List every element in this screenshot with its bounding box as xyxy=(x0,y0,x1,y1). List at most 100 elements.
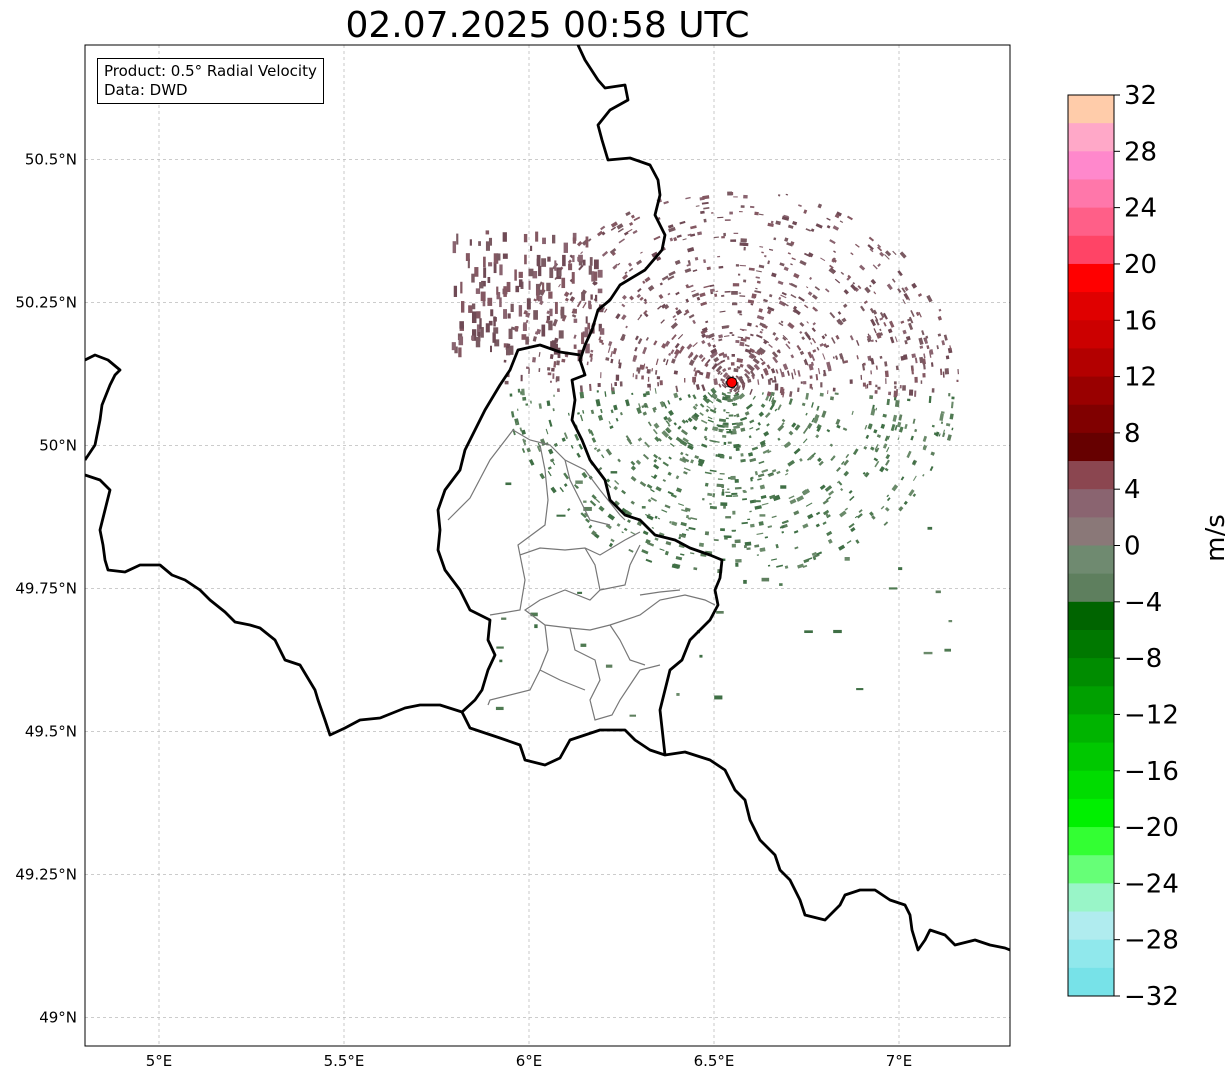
echo-pixel xyxy=(897,437,900,441)
echo-pixel xyxy=(882,443,888,449)
echo-pixel xyxy=(722,372,729,379)
echo-pixel xyxy=(866,337,872,343)
echo-pixel xyxy=(496,291,501,300)
echo-pixel xyxy=(763,339,768,345)
echo-pixel xyxy=(832,356,835,359)
echo-pixel xyxy=(653,453,659,459)
echo-pixel xyxy=(922,473,925,477)
echo-pixel xyxy=(787,224,794,229)
echo-pixel xyxy=(836,318,843,325)
echo-pixel xyxy=(900,355,905,361)
echo-pixel xyxy=(835,355,839,360)
echo-pixel xyxy=(572,255,575,263)
echo-pixel xyxy=(837,311,842,315)
echo-pixel xyxy=(663,303,670,310)
echo-pixel xyxy=(794,424,801,431)
echo-pixel xyxy=(751,374,755,380)
echo-pixel xyxy=(680,521,687,527)
echo-pixel xyxy=(902,299,906,305)
echo-pixel xyxy=(918,337,924,345)
echo-pixel xyxy=(880,423,886,429)
echo-pixel xyxy=(475,288,481,294)
echo-pixel xyxy=(568,263,573,271)
echo-pixel xyxy=(637,437,643,442)
echo-pixel xyxy=(618,238,625,244)
echo-pixel xyxy=(582,331,588,338)
echo-pixel xyxy=(743,246,746,251)
echo-pixel xyxy=(653,422,660,429)
echo-pixel xyxy=(563,483,568,488)
echo-pixel xyxy=(761,328,764,331)
echo-pixel xyxy=(687,417,693,423)
echo-pixel xyxy=(858,509,863,514)
echo-pixel xyxy=(899,251,907,259)
echo-pixel xyxy=(496,646,504,649)
echo-pixel xyxy=(849,379,853,384)
echo-pixel xyxy=(862,382,866,387)
echo-pixel xyxy=(711,212,714,214)
echo-pixel xyxy=(822,499,829,505)
echo-pixel xyxy=(948,620,953,623)
echo-pixel xyxy=(869,511,874,517)
echo-pixel xyxy=(621,314,627,321)
echo-pixel xyxy=(939,413,944,421)
echo-pixel xyxy=(941,340,946,346)
echo-pixel xyxy=(831,337,836,344)
echo-pixel xyxy=(758,264,765,269)
echo-pixel xyxy=(748,352,755,357)
echo-pixel xyxy=(631,392,634,395)
echo-pixel xyxy=(683,470,688,475)
echo-pixel xyxy=(538,368,541,373)
echo-pixel xyxy=(819,484,826,491)
echo-pixel xyxy=(819,392,824,397)
echo-pixel xyxy=(883,322,887,327)
colorbar-ticks: 32 28 24 20 16 12 8 4 0 −4 −8 −12 −16 −20 −24 −28 −32 xyxy=(1114,81,1179,1012)
echo-pixel xyxy=(767,472,774,476)
echo-pixel xyxy=(705,334,709,339)
echo-pixel xyxy=(514,326,519,332)
echo-pixel xyxy=(768,343,773,349)
echo-pixel xyxy=(867,383,869,389)
echo-pixel xyxy=(652,428,658,435)
echo-pixel xyxy=(904,423,908,430)
echo-pixel xyxy=(898,506,904,512)
echo-pixel xyxy=(869,307,875,314)
echo-pixel xyxy=(556,514,566,517)
echo-pixel xyxy=(567,259,572,264)
echo-pixel xyxy=(744,344,750,347)
echo-pixel xyxy=(692,394,697,400)
echo-pixel xyxy=(937,315,943,321)
echo-pixel xyxy=(607,513,616,521)
colorbar-segment xyxy=(1068,123,1114,152)
echo-pixel xyxy=(675,436,683,443)
echo-pixel xyxy=(841,317,847,323)
echo-pixel xyxy=(734,539,741,544)
echo-pixel xyxy=(495,706,504,711)
echo-pixel xyxy=(662,358,666,363)
echo-pixel xyxy=(581,332,585,345)
echo-pixel xyxy=(488,237,493,246)
echo-pixel xyxy=(551,340,556,351)
echo-pixel xyxy=(576,300,582,308)
echo-pixel xyxy=(938,308,942,312)
echo-pixel xyxy=(668,352,672,356)
echo-pixel xyxy=(829,396,835,401)
colorbar-segment xyxy=(1068,376,1114,406)
colorbar-segment xyxy=(1068,714,1114,744)
echo-pixel xyxy=(755,427,760,431)
echo-pixel xyxy=(728,477,732,480)
echo-pixel xyxy=(740,453,744,457)
echo-pixel xyxy=(588,300,592,309)
colorbar-segment xyxy=(1068,770,1114,800)
echo-pixel xyxy=(731,354,735,357)
echo-pixel xyxy=(725,494,733,498)
echo-pixel xyxy=(589,353,594,358)
echo-pixel xyxy=(679,220,686,225)
echo-pixel xyxy=(553,361,557,368)
echo-pixel xyxy=(914,428,918,433)
echo-pixel xyxy=(706,405,711,409)
echo-pixel xyxy=(692,342,698,348)
echo-pixel xyxy=(810,228,815,233)
echo-pixel xyxy=(718,334,724,339)
echo-pixel xyxy=(827,365,832,372)
